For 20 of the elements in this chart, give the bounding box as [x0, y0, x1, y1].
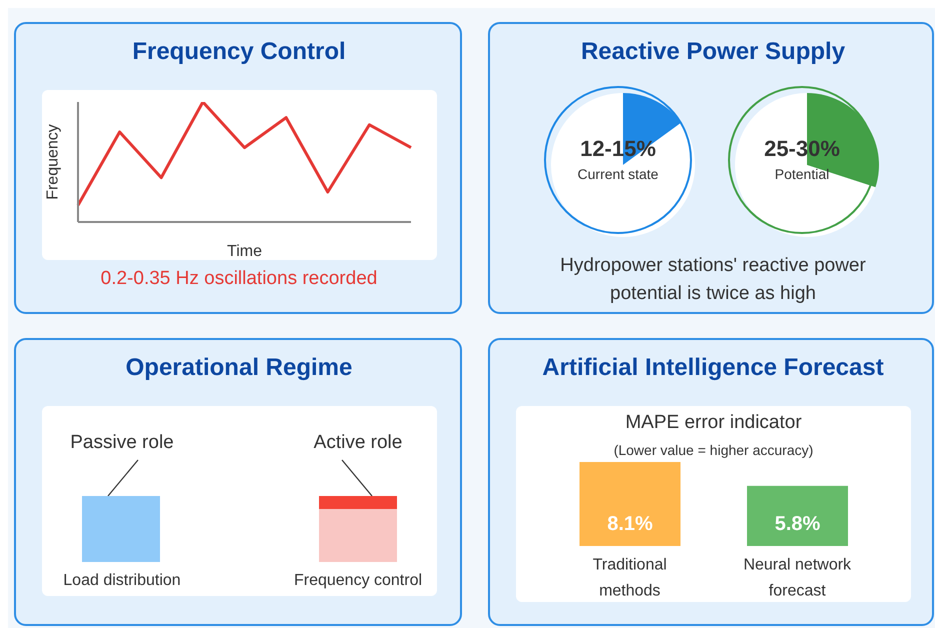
y-axis-title: Frequency [44, 124, 62, 200]
text: Potential [774, 166, 830, 182]
x-tick-label: Traditional methods [592, 556, 667, 600]
text: Load distribution [62, 572, 182, 590]
chart-title: Artificial Intelligence Forecast [541, 354, 885, 382]
text: Operational Regime [124, 354, 354, 382]
text: Hydropower stations' reactive power potential is twice as high [559, 254, 867, 306]
text: Active role [312, 432, 404, 454]
text: Passive role [69, 432, 175, 454]
chart-title: Reactive Power Supply [580, 38, 846, 66]
data-label: 8.1% [607, 513, 654, 535]
data-label: 5.8% [774, 513, 821, 535]
x-axis-title: Time [227, 243, 262, 260]
text: Frequency control [292, 572, 424, 590]
x-tick-label: Neural network forecast [743, 556, 852, 600]
text: Current state [576, 166, 660, 182]
chart-subtitle: MAPE error indicator [624, 412, 803, 434]
text: (Lower value = higher accuracy) [612, 442, 814, 458]
text: 0.2-0.35 Hz oscillations recorded [100, 268, 378, 290]
chart-title: Frequency Control [131, 38, 347, 66]
